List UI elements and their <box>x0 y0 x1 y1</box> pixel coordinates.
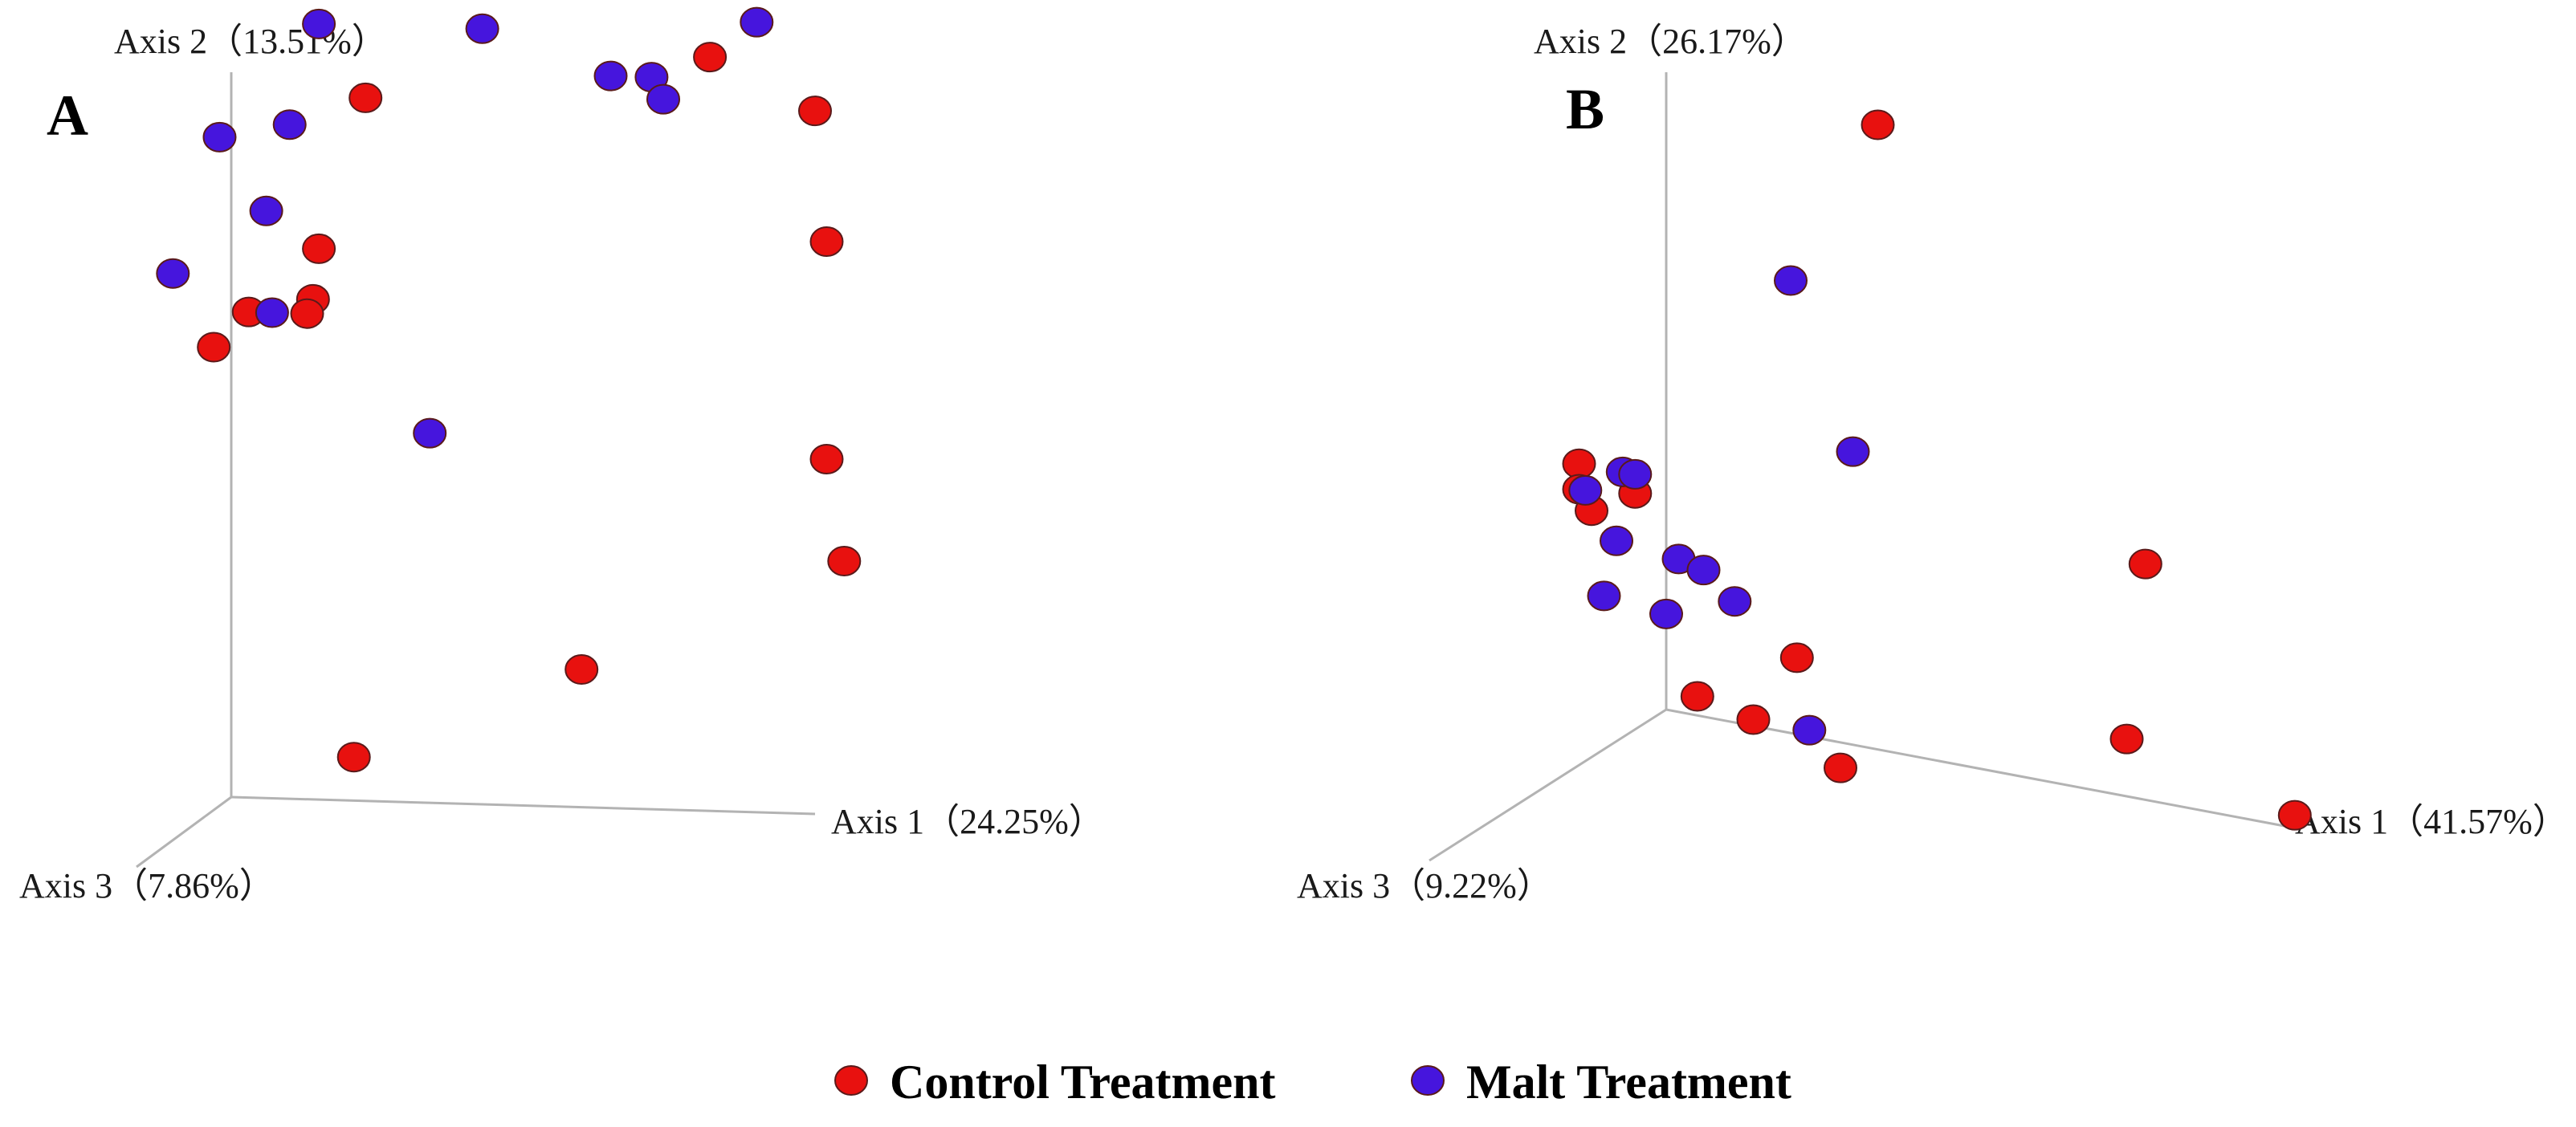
panel-b-malt-point-2 <box>1836 436 1870 467</box>
panel-b-control-point-11 <box>1736 704 1771 735</box>
panel-b-control-point-10 <box>1680 681 1714 712</box>
panel-b-malt-point-4 <box>1618 458 1653 490</box>
panel-b-control-point-1 <box>1861 109 1895 140</box>
panel-b-malt-point-10 <box>1587 580 1621 612</box>
legend-malt-label: Malt Treatment <box>1466 1056 1791 1109</box>
panel-a-axis3-label: Axis 3（7.86%） <box>19 866 275 905</box>
panel-a-points <box>156 6 862 773</box>
panel-a-control-point-5 <box>302 233 336 264</box>
panel-a-control-point-11 <box>827 546 862 576</box>
panel-b-control-point-7 <box>1779 642 1814 673</box>
panel-b-axis3-line <box>1429 708 1667 862</box>
panel-a-malt-point-4 <box>593 60 628 92</box>
panel-letter-a: A <box>47 83 88 148</box>
panel-letter-b: B <box>1566 77 1604 141</box>
panel-a-control-point-4 <box>809 226 844 257</box>
panel-b-malt-point-1 <box>1774 265 1808 296</box>
panel-a-control-point-1 <box>348 82 383 113</box>
legend-control-marker <box>834 1065 868 1096</box>
panel-b-control-point-12 <box>1824 752 1857 783</box>
panel-a-control-point-2 <box>693 42 728 73</box>
panel-b-malt-point-5 <box>1568 474 1603 506</box>
panel-b-control-point-9 <box>2277 799 2312 831</box>
legend-malt-marker <box>1411 1065 1445 1096</box>
panel-a-malt-point-9 <box>249 195 283 226</box>
panel-a-malt-point-3 <box>740 6 774 38</box>
panel-a-axis2-label: Axis 2（13.51%） <box>114 22 387 61</box>
panel-a-malt-point-11 <box>156 258 190 289</box>
panel-a-malt-point-7 <box>272 109 307 140</box>
panel-a-axis1-line <box>230 795 816 816</box>
panel-b-malt-point-6 <box>1600 525 1633 556</box>
panel-a-control-point-13 <box>336 742 371 773</box>
panel-a-control-point-9 <box>197 332 231 363</box>
panel-b-malt-point-9 <box>1718 586 1752 617</box>
panel-a: A Axis 2（13.51%） Axis 1（24.25%） Axis 3（7… <box>19 6 1104 905</box>
panel-b: B Axis 2（26.17%） Axis 1（41.57%） Axis 3（9… <box>1297 22 2568 905</box>
panel-a-control-point-12 <box>565 654 599 685</box>
panel-a-axis3-line <box>136 795 232 869</box>
panel-b-axis3-label: Axis 3（9.22%） <box>1297 866 1552 905</box>
panel-a-malt-point-2 <box>465 13 499 44</box>
panel-a-control-point-3 <box>798 96 832 127</box>
panel-b-malt-point-12 <box>1792 714 1827 746</box>
panel-a-malt-point-10 <box>255 297 289 328</box>
panel-b-axis2-label: Axis 2（26.17%） <box>1534 22 1807 61</box>
panel-b-malt-point-8 <box>1686 555 1721 586</box>
panel-b-axis1-line <box>1665 708 2289 828</box>
panel-a-axis1-label: Axis 1（24.25%） <box>831 802 1104 841</box>
panel-b-malt-point-11 <box>1649 598 1683 629</box>
panel-a-malt-point-12 <box>413 417 447 449</box>
legend-control-label: Control Treatment <box>890 1056 1276 1109</box>
panel-a-control-point-8 <box>290 298 324 329</box>
panel-b-control-point-3 <box>1562 448 1596 479</box>
panel-a-control-point-10 <box>809 444 844 474</box>
panel-b-control-point-8 <box>2109 723 2144 755</box>
panel-b-points <box>1562 109 2312 831</box>
panel-b-axis1-label: Axis 1（41.57%） <box>2295 802 2568 841</box>
panel-b-control-point-2 <box>2128 548 2162 580</box>
panel-a-malt-point-8 <box>202 121 237 153</box>
panel-a-malt-point-1 <box>302 8 336 39</box>
panel-a-malt-point-6 <box>646 83 680 115</box>
legend: Control Treatment Malt Treatment <box>834 1056 1791 1109</box>
